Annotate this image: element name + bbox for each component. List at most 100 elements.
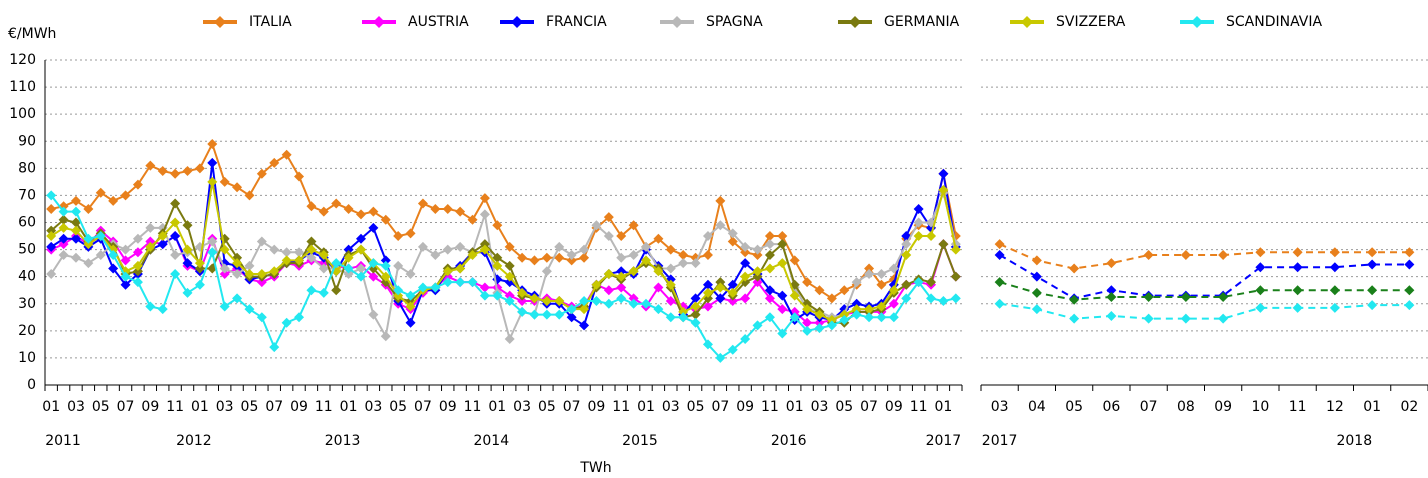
data-point <box>479 282 490 293</box>
data-point <box>864 304 875 315</box>
data-point <box>876 279 887 290</box>
data-point <box>554 241 565 252</box>
data-point <box>256 236 267 247</box>
data-point <box>492 252 503 263</box>
data-point <box>455 277 466 288</box>
x-tick-label: 08 <box>1177 399 1195 415</box>
data-point <box>752 320 763 331</box>
data-point <box>851 277 862 288</box>
data-point <box>1143 313 1154 324</box>
data-point <box>504 333 515 344</box>
data-point <box>368 206 379 217</box>
y-tick-label: 50 <box>18 242 36 258</box>
data-point <box>888 285 899 296</box>
data-point <box>120 244 131 255</box>
data-point <box>678 250 689 260</box>
data-point <box>58 214 69 225</box>
data-point <box>777 231 788 242</box>
data-point <box>306 285 317 296</box>
data-point <box>83 203 94 214</box>
data-point <box>46 190 57 201</box>
data-point <box>256 312 267 323</box>
data-point <box>145 160 156 171</box>
x-tick-label: 03 <box>216 399 234 415</box>
data-point <box>244 190 255 201</box>
data-point <box>219 268 230 279</box>
data-point <box>108 250 119 260</box>
x-tick-label: 03 <box>662 399 680 415</box>
data-point <box>926 231 937 242</box>
y-tick-label: 20 <box>18 323 36 339</box>
x-tick-label: 05 <box>1065 399 1083 415</box>
data-point <box>132 266 143 277</box>
data-point <box>455 206 466 217</box>
data-point <box>839 285 850 296</box>
data-point <box>690 317 701 328</box>
data-point <box>814 317 825 328</box>
x-tick-label: 05 <box>92 399 110 415</box>
data-point <box>913 217 924 228</box>
data-point <box>1367 259 1378 270</box>
data-point <box>70 225 81 236</box>
data-point <box>702 287 713 298</box>
data-point <box>715 220 726 231</box>
data-point <box>653 282 664 293</box>
x-tick-label: 07 <box>265 399 283 415</box>
data-point <box>343 252 354 263</box>
data-point <box>802 304 813 315</box>
data-point <box>628 298 639 309</box>
legend-marker <box>1021 16 1033 28</box>
data-point <box>368 271 379 282</box>
data-point <box>281 255 292 266</box>
data-point <box>727 296 738 307</box>
data-point <box>529 293 540 304</box>
data-point <box>994 298 1005 309</box>
data-point <box>442 277 453 288</box>
legend-label: SPAGNA <box>706 14 763 30</box>
data-point <box>529 255 540 266</box>
data-point <box>752 266 763 277</box>
legend-label: GERMANIA <box>884 14 960 30</box>
year-label: 2013 <box>325 433 361 449</box>
data-point <box>244 304 255 315</box>
data-point <box>702 339 713 350</box>
data-point <box>839 309 850 320</box>
data-point <box>814 323 825 334</box>
x-tick-label: 07 <box>414 399 432 415</box>
y-tick-label: 70 <box>18 187 36 203</box>
data-point <box>83 233 94 244</box>
x-tick-label: 09 <box>141 399 159 415</box>
data-point <box>355 244 366 255</box>
data-point <box>46 241 57 252</box>
data-point <box>1031 271 1042 282</box>
data-point <box>715 293 726 304</box>
data-point <box>343 244 354 255</box>
data-point <box>938 185 949 195</box>
data-point <box>95 231 106 242</box>
data-point <box>864 312 875 323</box>
data-point <box>1069 263 1080 274</box>
data-point <box>1292 302 1303 313</box>
data-point <box>579 304 590 315</box>
data-point <box>132 179 143 190</box>
data-point <box>901 279 912 290</box>
data-point <box>170 217 181 228</box>
data-point <box>702 301 713 312</box>
legend-label: SVIZZERA <box>1056 14 1126 30</box>
series-line <box>999 302 1410 320</box>
data-point <box>83 258 94 269</box>
data-point <box>380 271 391 282</box>
data-point <box>950 293 961 304</box>
data-point <box>1404 285 1415 296</box>
data-point <box>641 298 652 309</box>
data-point <box>170 268 181 279</box>
data-point <box>1255 285 1266 296</box>
data-point <box>591 279 602 290</box>
data-point <box>219 301 230 312</box>
data-point <box>405 301 416 312</box>
data-point <box>182 166 193 177</box>
data-point <box>256 277 267 288</box>
data-point <box>690 293 701 304</box>
data-point <box>355 263 366 274</box>
x-tick-label: 05 <box>538 399 556 415</box>
